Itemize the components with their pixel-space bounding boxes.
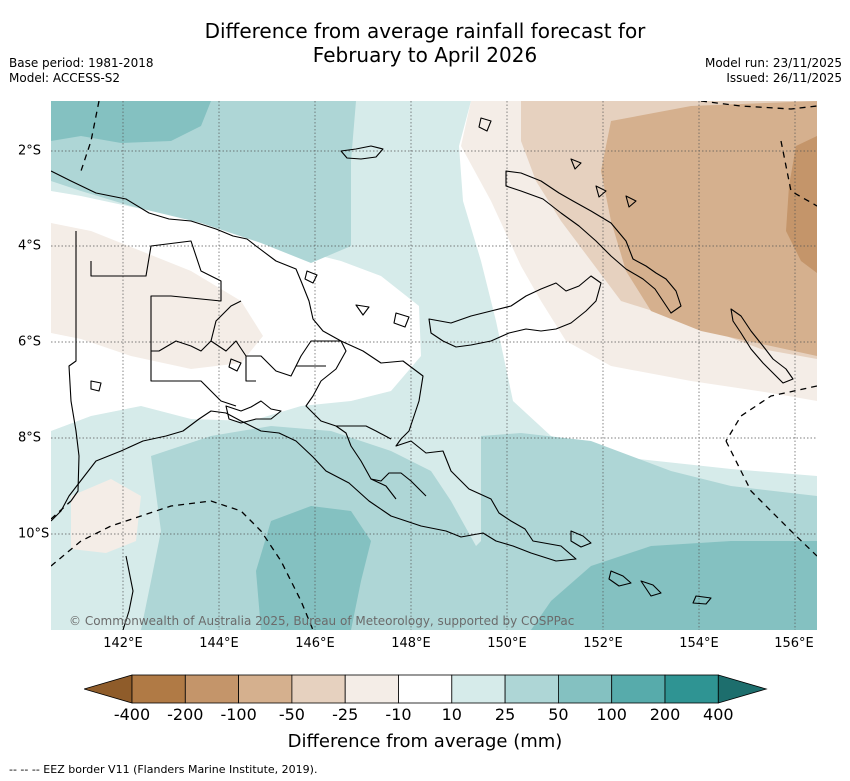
lon-label: 142°E	[103, 636, 143, 651]
rainfall-map	[51, 101, 817, 630]
chart-title: Difference from average rainfall forecas…	[0, 19, 850, 67]
coastline-islands-se	[570, 530, 712, 605]
colorbar-segment	[398, 674, 453, 704]
lat-label: 4°S	[18, 238, 42, 254]
land-outlines	[51, 117, 794, 630]
band-50-100-south-west	[256, 506, 371, 630]
model-name: Model: ACCESS-S2	[9, 71, 121, 85]
title-line-1: Difference from average rainfall forecas…	[204, 19, 646, 43]
meta-right: Model run: 23/11/2025 Issued: 26/11/2025	[705, 56, 842, 86]
eez-borders	[51, 101, 817, 630]
border-indonesia-png	[68, 231, 80, 502]
colorbar-segment	[184, 674, 240, 704]
coastline-small-islands	[90, 117, 637, 392]
colorbar-segment	[291, 674, 346, 704]
base-period: Base period: 1981-2018	[9, 56, 154, 70]
colorbar-tick-label: -25	[332, 705, 359, 724]
colorbar-segment	[504, 674, 559, 704]
band-50-100-south-east	[531, 541, 817, 630]
colorbar-tick-label: 10	[441, 705, 462, 724]
coastline-fly-delta	[225, 400, 282, 424]
lon-label: 154°E	[679, 636, 719, 651]
coastline-new-guinea	[51, 170, 577, 562]
coastline-cape-york	[122, 555, 134, 630]
provincial-borders	[90, 240, 397, 500]
lon-label: 146°E	[295, 636, 335, 651]
coastline-new-ireland	[505, 170, 682, 314]
colorbar-tick-label: 400	[703, 705, 734, 724]
lat-label: 10°S	[18, 526, 50, 542]
colorbar-segment	[131, 674, 186, 704]
colorbar-tick-label: 25	[494, 705, 516, 724]
colorbar-tick-label: 200	[649, 705, 681, 724]
colorbar-segment	[557, 674, 613, 704]
colorbar-segment	[451, 674, 506, 704]
coastline-new-britain	[428, 275, 602, 348]
colorbar-segment	[664, 674, 719, 704]
coastline-bougainville	[730, 308, 794, 384]
colorbar-tick-label: -200	[167, 705, 204, 724]
lat-label: 8°S	[18, 430, 42, 446]
colorbar-tick-label: 100	[596, 705, 627, 724]
lat-label: 6°S	[18, 334, 42, 350]
colorbar-extend-high	[717, 674, 768, 704]
colorbar-tick-label: -50	[278, 705, 305, 724]
lon-label: 144°E	[199, 636, 239, 651]
lon-label: 150°E	[487, 636, 527, 651]
meta-left: Base period: 1981-2018 Model: ACCESS-S2	[9, 56, 154, 86]
colorbar	[84, 674, 768, 704]
band-minus10-minus25-southwest	[71, 479, 141, 553]
coastline-manus	[340, 145, 384, 160]
title-line-2: February to April 2026	[312, 43, 538, 67]
band-minus100-minus200-east	[786, 136, 817, 273]
provincial-borders-2	[150, 300, 427, 497]
lon-label: 156°E	[774, 636, 814, 651]
issued-date: Issued: 26/11/2025	[726, 71, 842, 85]
colorbar-tick-label: -400	[113, 705, 151, 724]
colorbar-segments	[84, 674, 768, 704]
band-minus50-minus100-east	[601, 101, 817, 356]
colorbar-label: Difference from average (mm)	[287, 731, 563, 752]
lon-label: 148°E	[391, 636, 431, 651]
lat-label: 2°S	[18, 143, 42, 159]
copyright-notice: © Commonwealth of Australia 2025, Bureau…	[69, 614, 575, 628]
colorbar-tick-label: 50	[548, 705, 569, 724]
colorbar-tick-label: -10	[385, 705, 412, 724]
lon-label: 152°E	[583, 636, 623, 651]
colorbar-tick-label: -100	[220, 705, 257, 724]
colorbar-segment	[344, 674, 399, 704]
band-50-100-northwest	[51, 101, 211, 143]
colorbar-segment	[238, 674, 293, 704]
colorbar-segment	[611, 674, 666, 704]
colorbar-extend-low	[84, 674, 133, 704]
model-run: Model run: 23/11/2025	[704, 56, 842, 70]
eez-footnote: -- -- -- EEZ border V11 (Flanders Marine…	[9, 763, 318, 776]
